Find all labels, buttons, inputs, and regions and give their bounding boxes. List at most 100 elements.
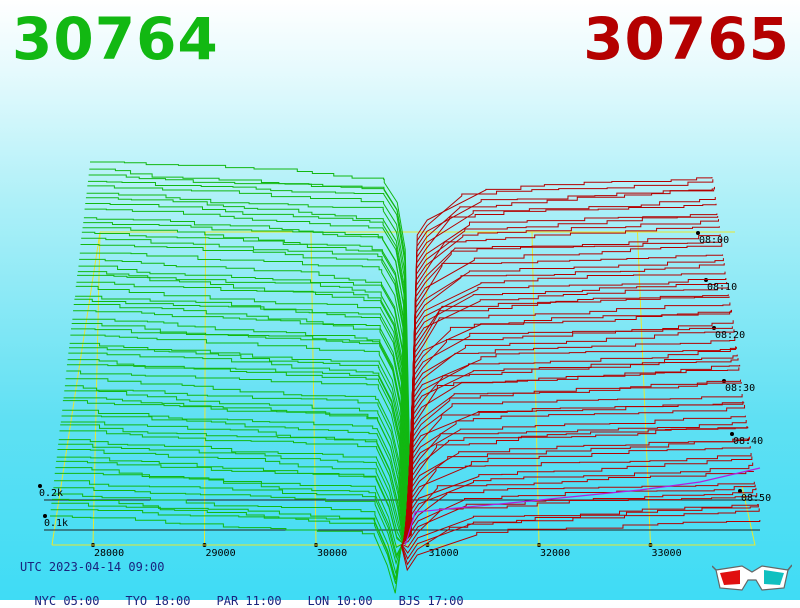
bid-depth-line [54, 472, 403, 549]
ask-depth-line [406, 329, 735, 540]
bid-depth-line [60, 424, 405, 543]
ask-depth-line [409, 213, 718, 537]
bid-depth-line [72, 318, 408, 540]
ask-depth-line [407, 294, 729, 539]
ask-depth-line [408, 254, 724, 538]
ask-depth-line [404, 402, 745, 542]
ask-depth-line [409, 234, 721, 537]
bid-depth-line [76, 281, 409, 539]
time-tick-mark [738, 489, 742, 493]
bid-depth-line [80, 244, 410, 538]
ask-depth-line [401, 504, 759, 554]
ask-depth-line [406, 320, 734, 540]
bid-depth-line [67, 359, 407, 541]
bid-depth-line [55, 467, 404, 557]
grid-line-v [204, 231, 206, 546]
ask-price: 30765 [583, 5, 790, 73]
bid-depth-line [89, 168, 412, 536]
time-tick-label: 08:30 [725, 383, 755, 394]
bid-depth-line [81, 231, 410, 538]
bid-depth-line [90, 161, 412, 536]
utc-time: UTC 2023-04-14 09:00 [20, 560, 165, 574]
bid-series [50, 161, 412, 594]
ask-depth-line [409, 203, 717, 536]
clock-bjs: BJS 17:00 [398, 594, 464, 608]
bid-depth-line [69, 342, 407, 541]
ask-depth-line [407, 277, 727, 538]
ask-depth-line [407, 287, 728, 539]
ask-depth-line [401, 487, 757, 545]
bid-depth-line [62, 400, 405, 542]
bid-depth-line [83, 222, 411, 537]
bid-depth-line [71, 328, 407, 540]
ask-depth-line [409, 219, 720, 537]
bid-depth-line [60, 421, 405, 543]
ask-depth-line [407, 282, 728, 539]
x-tick-label: 32000 [540, 548, 570, 559]
bid-depth-line [61, 415, 405, 543]
ask-depth-line [404, 393, 743, 542]
ask-depth-line [403, 404, 746, 542]
bid-depth-line [74, 298, 408, 539]
grid-line-v [426, 231, 428, 546]
ask-depth-line [406, 326, 733, 540]
bid-depth-line [88, 174, 412, 536]
bid-depth-line [63, 397, 406, 542]
bid-depth-line [71, 322, 408, 540]
ask-depth-line [407, 296, 730, 539]
ask-depth-line [401, 492, 758, 548]
bid-depth-line [75, 295, 409, 539]
bid-depth-line [65, 378, 406, 542]
bid-depth-line [78, 265, 409, 538]
ask-depth-line [405, 337, 736, 540]
bid-depth-line [79, 258, 410, 538]
x-tick-label: 30000 [317, 548, 347, 559]
bid-depth-line [53, 487, 403, 566]
bid-depth-line [66, 370, 406, 541]
bid-depth-line [58, 439, 404, 543]
ask-depth-line [402, 462, 754, 544]
bid-depth-line [62, 409, 405, 543]
ask-depth-line [408, 243, 723, 538]
depth-tick-mark [43, 514, 47, 518]
bid-depth-line [59, 430, 405, 543]
bid-depth-line [58, 443, 404, 544]
ask-depth-line [405, 354, 738, 541]
bid-depth-line [77, 274, 409, 539]
bid-depth-line [79, 252, 410, 538]
x-tick-label: 29000 [206, 548, 236, 559]
x-tick-label: 28000 [94, 548, 124, 559]
ask-depth-line [403, 420, 747, 543]
current-ask-line [404, 467, 761, 546]
ask-depth-line [402, 456, 753, 544]
ask-depth-line [402, 471, 754, 544]
ask-depth-line [400, 520, 761, 572]
3d-glasses-icon[interactable] [712, 560, 792, 594]
bid-depth-line [57, 449, 404, 544]
bid-depth-line [54, 480, 403, 560]
grid-line-left [51, 231, 101, 546]
ask-depth-line [402, 452, 752, 544]
ask-depth-line [408, 271, 726, 538]
ask-depth-line [410, 189, 715, 536]
axis-labels: 28000 29000 30000 31000 32000 33000 0.1k 0.2k 08… [39, 235, 771, 559]
clock-par: PAR 11:00 [216, 594, 282, 608]
ask-depth-line [403, 425, 748, 543]
bid-depth-line [85, 203, 411, 537]
ask-depth-line [408, 258, 724, 538]
time-tick-label: 08:00 [699, 235, 729, 246]
time-tick-label: 08:50 [741, 493, 771, 504]
ask-depth-line [403, 426, 749, 543]
bid-depth-line [50, 515, 402, 594]
bid-depth-line [66, 364, 406, 541]
clock-nyc: NYC 05:00 [34, 594, 100, 608]
bid-depth-line [83, 217, 411, 537]
ask-depth-line [408, 263, 725, 538]
ask-depth-line [406, 309, 733, 540]
bid-depth-line [64, 385, 406, 542]
bid-depth-line [87, 185, 412, 536]
time-tick-mark [696, 231, 700, 235]
ask-depth-line [404, 379, 741, 541]
bid-depth-line [64, 390, 406, 542]
ask-depth-line [410, 177, 713, 536]
